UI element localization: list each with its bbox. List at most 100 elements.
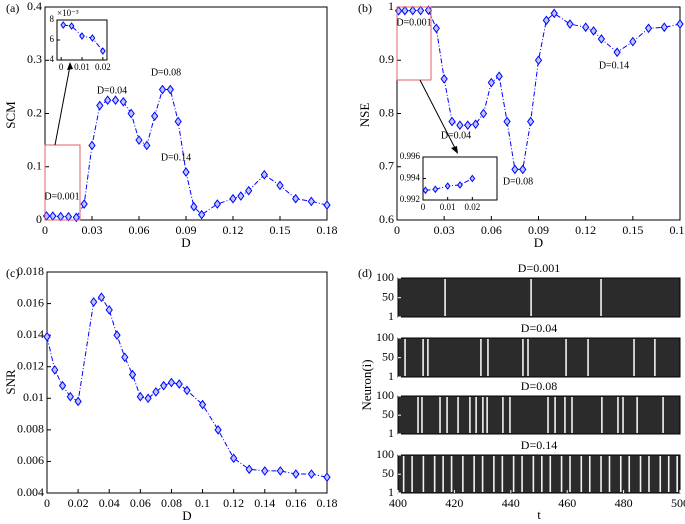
- panel-label: (d): [358, 266, 372, 280]
- data-marker: [127, 108, 135, 119]
- data-marker: [174, 116, 182, 127]
- raster-panel: [397, 277, 681, 318]
- y-tick-label: 0.8: [379, 105, 394, 119]
- data-marker: [582, 22, 590, 33]
- data-marker: [444, 182, 451, 190]
- y-tick-label: 1: [388, 426, 394, 440]
- inset-frame: [56, 19, 108, 61]
- data-marker: [457, 181, 463, 189]
- annotation: D=0.001: [396, 17, 431, 28]
- data-marker: [198, 399, 207, 410]
- data-marker: [613, 47, 621, 58]
- y-axis-label: Neuron(i): [359, 359, 374, 410]
- y-axis-label: NSE: [357, 103, 372, 128]
- y-tick-label: 100: [376, 447, 394, 461]
- data-marker: [542, 15, 550, 26]
- panel-title: D=0.001: [518, 261, 560, 275]
- y-tick-label: 0.016: [17, 295, 44, 309]
- x-tick-label: 440: [502, 496, 520, 510]
- data-marker: [432, 185, 439, 194]
- data-marker: [644, 23, 653, 34]
- data-marker: [307, 196, 315, 207]
- data-marker: [152, 387, 160, 397]
- x-tick-label: 0.06: [129, 223, 150, 237]
- y-tick-label: 0.006: [17, 453, 44, 467]
- annotation: D=0.001: [44, 191, 79, 202]
- data-marker: [182, 167, 190, 177]
- annotation: D=0.14: [599, 60, 629, 71]
- data-marker: [550, 8, 558, 19]
- data-marker: [183, 385, 191, 396]
- data-marker: [72, 212, 80, 223]
- y-tick-label: 6: [50, 34, 55, 44]
- data-marker: [660, 22, 668, 33]
- data-marker: [245, 464, 253, 475]
- data-marker: [66, 391, 74, 402]
- data-marker: [111, 95, 120, 106]
- zoom-box: [396, 6, 432, 81]
- data-marker: [409, 5, 417, 16]
- panel-label: (a): [6, 1, 19, 15]
- data-marker: [128, 369, 137, 380]
- y-axis-label: SNR: [3, 369, 18, 395]
- panel-title: D=0.14: [521, 438, 557, 452]
- y-tick-label: 0.012: [17, 358, 44, 372]
- data-marker: [276, 180, 284, 191]
- data-marker: [503, 116, 511, 127]
- data-marker: [511, 164, 519, 175]
- x-tick-label: 0.03: [82, 223, 103, 237]
- data-marker: [119, 96, 127, 107]
- data-line: [46, 296, 328, 478]
- data-marker: [64, 211, 73, 222]
- y-tick-label: 0.992: [400, 194, 420, 204]
- y-tick-label: 0.01: [23, 390, 44, 404]
- data-marker: [88, 140, 96, 151]
- data-marker: [135, 135, 143, 145]
- data-marker: [495, 71, 503, 82]
- y-tick-label: 50: [382, 407, 394, 421]
- panel-title: D=0.04: [521, 321, 557, 335]
- x-tick-label: 0: [421, 202, 426, 212]
- data-marker: [245, 185, 253, 196]
- data-marker: [229, 193, 237, 204]
- data-marker: [230, 453, 238, 464]
- annotation: D=0.04: [97, 85, 127, 96]
- y-tick-label: 50: [382, 466, 394, 480]
- data-marker: [464, 120, 472, 131]
- x-tick-label: 0.12: [223, 496, 244, 510]
- data-marker: [213, 199, 221, 209]
- x-tick-label: 0.01: [74, 62, 90, 72]
- y-tick-label: 0.4: [27, 0, 42, 13]
- data-marker: [292, 193, 300, 204]
- data-marker: [440, 74, 448, 84]
- raster-panel: [397, 454, 681, 494]
- data-marker: [143, 140, 151, 151]
- data-marker: [166, 84, 174, 95]
- y-tick-label: 50: [382, 289, 394, 303]
- x-tick-label: 0: [44, 496, 50, 510]
- zoom-arrow: [419, 79, 457, 151]
- x-tick-label: 0.14: [254, 496, 275, 510]
- data-marker: [158, 84, 167, 95]
- data-marker: [198, 209, 206, 220]
- y-tick-label: 1: [388, 309, 394, 323]
- y-tick-label: 0.1: [27, 159, 42, 173]
- data-marker: [471, 119, 480, 129]
- panel-label: (c): [6, 266, 19, 280]
- y-tick-label: 100: [376, 388, 394, 402]
- x-tick-label: 0.09: [176, 223, 197, 237]
- data-marker: [167, 377, 176, 388]
- plot-frame: [46, 271, 328, 494]
- zoom-arrow: [54, 65, 71, 146]
- x-tick-label: 0.08: [161, 496, 182, 510]
- y-tick-label: 1: [388, 485, 394, 499]
- annotation: D=0.08: [151, 67, 181, 78]
- y-axis-label: SCM: [3, 101, 18, 129]
- x-tick-label: 460: [558, 496, 576, 510]
- data-marker: [597, 34, 606, 44]
- zoom-box: [44, 144, 81, 221]
- data-marker: [487, 77, 495, 88]
- x-tick-label: 0: [394, 223, 400, 237]
- data-marker: [237, 191, 245, 201]
